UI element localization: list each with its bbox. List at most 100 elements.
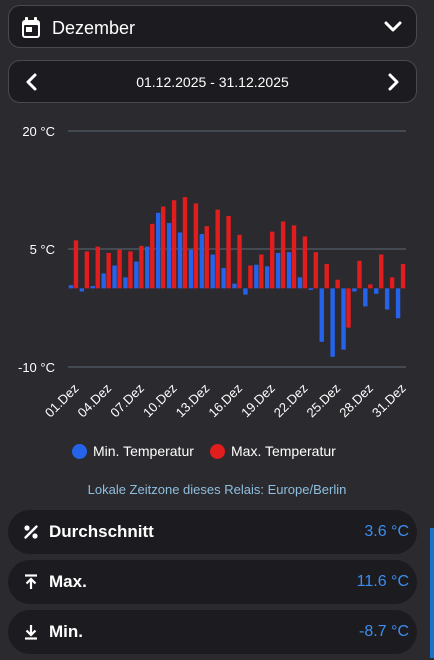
stat-value-average: 3.6 °C (364, 523, 409, 540)
stat-label-average: Durchschnitt (49, 522, 154, 541)
arrow-up-to-line-icon (20, 571, 42, 593)
min-temp-bar[interactable] (319, 288, 324, 342)
month-select[interactable]: Dezember (8, 5, 417, 48)
min-temp-bar[interactable] (243, 288, 248, 295)
min-temp-bar[interactable] (101, 273, 106, 289)
max-temp-bar[interactable] (95, 246, 100, 289)
min-temp-bar[interactable] (166, 223, 172, 289)
legend-swatch-min (72, 443, 87, 459)
stat-label-min: Min. (49, 622, 83, 641)
min-temp-bar[interactable] (286, 252, 292, 289)
max-temp-bar[interactable] (346, 288, 351, 328)
min-temp-bar[interactable] (112, 265, 117, 289)
max-temp-bar[interactable] (302, 236, 308, 289)
max-temp-bar[interactable] (237, 234, 242, 289)
max-temp-bar[interactable] (106, 252, 111, 289)
x-tick-label: 25.Dez (304, 381, 344, 421)
max-temp-bar[interactable] (335, 279, 340, 289)
legend-swatch-max (210, 443, 225, 459)
min-temp-bar[interactable] (145, 246, 150, 289)
min-temp-bar[interactable] (134, 261, 139, 289)
min-temp-bar[interactable] (221, 267, 226, 289)
min-temp-bar[interactable] (275, 252, 281, 289)
chevron-right-icon[interactable] (386, 72, 402, 92)
min-temp-bar[interactable] (254, 264, 259, 289)
chart-legend: Min. Temperatur Max. Temperatur (0, 443, 434, 463)
min-temp-bar[interactable] (199, 234, 204, 289)
x-tick-label: 22.Dez (271, 381, 311, 421)
stat-max: Max. 11.6 °C (8, 560, 417, 604)
max-temp-bar[interactable] (204, 226, 209, 289)
min-temp-bar[interactable] (155, 212, 161, 289)
max-temp-bar[interactable] (160, 206, 166, 289)
max-temp-bar[interactable] (270, 231, 275, 289)
chevron-down-icon[interactable] (384, 20, 402, 34)
date-range-bar: 01.12.2025 - 31.12.2025 (8, 60, 417, 103)
max-temp-bar[interactable] (259, 254, 264, 289)
x-tick-label: 13.Dez (173, 381, 213, 421)
legend-label-min: Min. Temperatur (93, 443, 194, 459)
calendar-icon (22, 17, 40, 38)
max-temp-bar[interactable] (84, 251, 90, 289)
max-temp-bar[interactable] (226, 215, 231, 289)
legend-item-min[interactable]: Min. Temperatur (72, 443, 194, 459)
min-temp-bar[interactable] (395, 288, 401, 319)
max-temp-bar[interactable] (280, 221, 286, 289)
x-tick-label: 28.Dez (336, 381, 376, 421)
min-temp-bar[interactable] (352, 288, 357, 292)
min-temp-bar[interactable] (79, 288, 85, 292)
max-temp-bar[interactable] (368, 284, 373, 289)
max-temp-bar[interactable] (150, 223, 155, 289)
max-temp-bar[interactable] (248, 265, 253, 289)
min-temp-bar[interactable] (90, 285, 95, 289)
max-temp-bar[interactable] (139, 245, 144, 289)
y-tick-label: 5 °C (30, 242, 55, 257)
max-temp-bar[interactable] (215, 209, 220, 289)
max-temp-bar[interactable] (357, 260, 362, 289)
min-temp-bar[interactable] (297, 277, 303, 289)
stat-label-max: Max. (49, 572, 87, 591)
stat-average: Durchschnitt 3.6 °C (8, 510, 417, 554)
max-temp-bar[interactable] (400, 263, 406, 289)
legend-item-max[interactable]: Max. Temperatur (210, 443, 336, 459)
max-temp-bar[interactable] (324, 263, 329, 289)
timezone-note: Lokale Zeitzone dieses Relais: Europe/Be… (87, 482, 347, 497)
max-temp-bar[interactable] (193, 203, 199, 289)
stat-value-max: 11.6 °C (356, 573, 409, 590)
min-temp-bar[interactable] (177, 232, 183, 289)
min-temp-bar[interactable] (341, 288, 346, 350)
max-temp-bar[interactable] (73, 240, 79, 289)
scrollbar[interactable] (430, 528, 434, 658)
max-temp-bar[interactable] (117, 249, 122, 289)
min-temp-bar[interactable] (374, 288, 379, 294)
max-temp-bar[interactable] (182, 197, 188, 289)
chevron-left-icon[interactable] (23, 72, 39, 92)
min-temp-bar[interactable] (265, 266, 270, 289)
min-temp-bar[interactable] (330, 288, 335, 357)
min-temp-bar[interactable] (363, 288, 368, 307)
x-tick-label: 10.Dez (140, 381, 180, 421)
min-temp-bar[interactable] (384, 288, 390, 310)
min-temp-bar[interactable] (123, 277, 128, 289)
month-label: Dezember (52, 18, 136, 38)
y-tick-label: 20 °C (22, 124, 55, 139)
legend-label-max: Max. Temperatur (231, 443, 336, 459)
min-temp-bar[interactable] (68, 285, 74, 289)
arrow-down-to-line-icon (20, 621, 42, 643)
x-tick-label: 31.Dez (369, 381, 409, 421)
min-temp-bar[interactable] (210, 254, 215, 289)
x-tick-label: 04.Dez (75, 381, 115, 421)
percent-icon (20, 521, 42, 543)
max-temp-bar[interactable] (379, 254, 384, 289)
stat-min: Min. -8.7 °C (8, 610, 417, 654)
max-temp-bar[interactable] (128, 251, 133, 289)
max-temp-bar[interactable] (313, 252, 319, 289)
x-tick-label: 19.Dez (238, 381, 278, 421)
max-temp-bar[interactable] (291, 225, 297, 289)
max-temp-bar[interactable] (389, 277, 395, 289)
min-temp-bar[interactable] (188, 249, 194, 289)
x-tick-label: 16.Dez (205, 381, 245, 421)
max-temp-bar[interactable] (171, 200, 177, 289)
min-temp-bar[interactable] (232, 283, 237, 289)
min-temp-bar[interactable] (308, 288, 314, 290)
